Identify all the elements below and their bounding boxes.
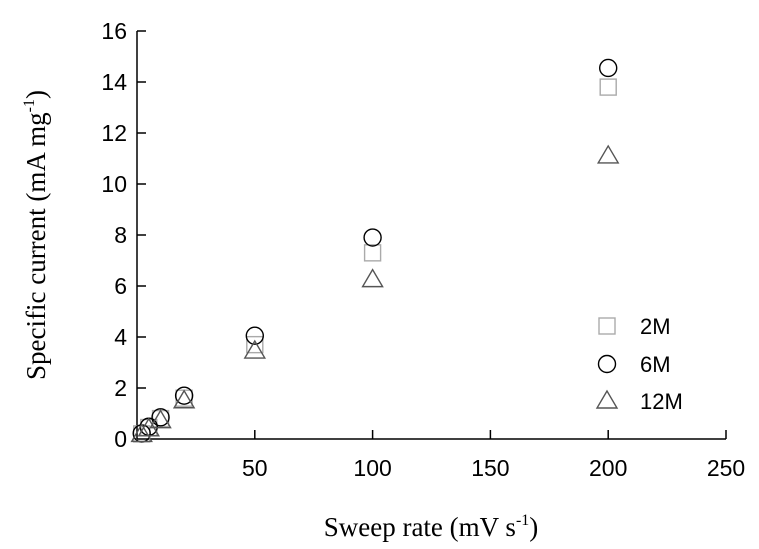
data-point-square [363,244,382,262]
legend-label: 2M [640,314,671,339]
data-point-square [599,78,617,96]
y-tick-label: 10 [101,171,127,197]
x-axis-title: Sweep rate (mV s-1) [324,512,539,542]
data-point-circle [151,408,170,427]
data-point-triangle [172,389,196,409]
data-point-circle [363,228,382,247]
legend-label: 6M [640,352,671,377]
x-axis-title-superscript: -1 [516,512,529,529]
data-point-circle [174,386,194,405]
legend-marker-circle [597,354,617,374]
x-tick-label: 250 [707,455,745,481]
data-point-triangle [596,144,620,164]
legend: 2M 6M 12M [595,314,683,414]
data-points [130,58,620,443]
y-axis-title: Specific current (mA mg-1) [21,90,51,380]
y-tick-label: 4 [114,324,127,350]
y-tick-label: 2 [114,375,127,401]
y-tick-label: 8 [114,222,127,248]
data-point-triangle [149,409,172,429]
legend-marker-triangle [595,389,619,409]
y-tick-label: 6 [114,273,127,299]
x-tick-label: 100 [353,455,391,481]
x-tick-label: 150 [471,455,509,481]
y-tick-label: 14 [101,69,127,95]
data-point-square [246,335,264,354]
x-axis-title-main: Sweep rate (mV s [324,512,516,542]
data-point-triangle [361,268,384,288]
plot-area [136,31,726,440]
y-tick-label: 16 [101,18,127,44]
data-point-triangle [243,339,267,359]
y-axis-title-superscript: -1 [21,99,38,112]
legend-marker-square [598,317,616,335]
data-point-circle [599,58,618,78]
x-axis-title-end: ) [529,512,538,542]
y-tick-label: 12 [101,120,127,146]
y-axis-ticks: 0 2 4 6 8 10 12 14 16 [101,18,146,452]
y-axis-title-main: Specific current (mA mg [21,112,51,380]
data-point-triangle [130,423,153,443]
y-axis-title-end: ) [21,90,51,99]
y-tick-label: 0 [114,426,127,452]
x-tick-label: 200 [589,455,627,481]
x-tick-label: 50 [242,455,268,481]
data-point-circle [245,326,265,345]
x-axis-ticks: 50 100 150 200 250 [242,430,745,481]
legend-label: 12M [640,389,683,414]
